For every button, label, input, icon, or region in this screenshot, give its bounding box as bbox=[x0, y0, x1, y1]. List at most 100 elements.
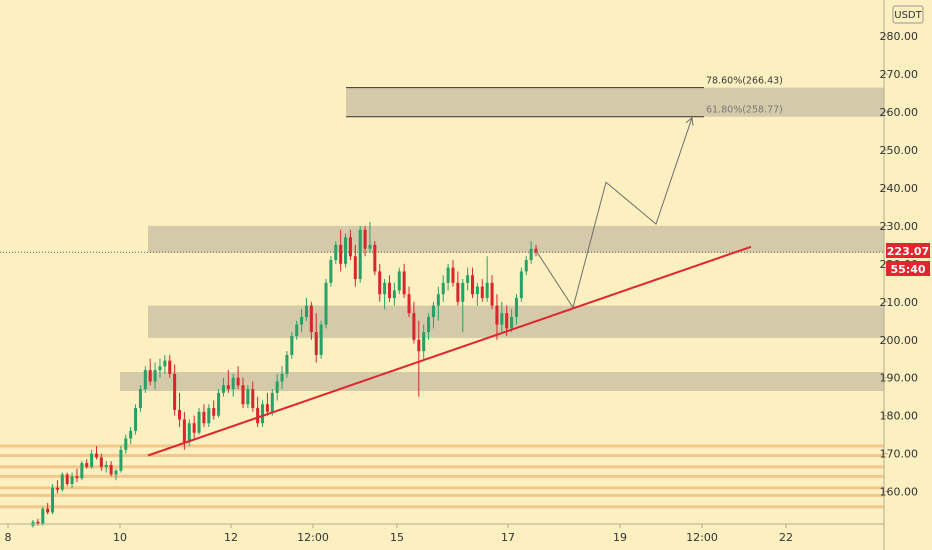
candle-46 bbox=[256, 396, 260, 428]
candle-22 bbox=[138, 385, 142, 412]
candle-52 bbox=[285, 351, 289, 378]
candle-20 bbox=[129, 427, 133, 445]
candle-54 bbox=[295, 320, 299, 340]
countdown-label: 55:40 bbox=[890, 263, 925, 276]
candle-62 bbox=[334, 241, 338, 264]
candle-11 bbox=[85, 459, 89, 469]
candle-2 bbox=[41, 506, 45, 526]
candle-25 bbox=[153, 362, 157, 390]
candle-19 bbox=[124, 434, 128, 454]
candle-27 bbox=[163, 354, 167, 374]
candle-18 bbox=[119, 446, 123, 473]
candle-100 bbox=[519, 267, 523, 302]
support-lines bbox=[0, 444, 884, 509]
candle-94 bbox=[490, 275, 494, 310]
candle-80 bbox=[422, 324, 426, 359]
candle-37 bbox=[212, 400, 216, 420]
candle-12 bbox=[90, 449, 94, 469]
x-tick-5: 17 bbox=[501, 531, 515, 544]
zone-3 bbox=[346, 87, 884, 117]
candle-93 bbox=[485, 256, 489, 302]
candle-82 bbox=[431, 301, 435, 329]
candle-74 bbox=[392, 282, 396, 306]
candle-66 bbox=[353, 244, 357, 287]
y-tick-8: 240.00 bbox=[880, 182, 919, 195]
candle-69 bbox=[368, 222, 372, 253]
candle-90 bbox=[471, 267, 475, 299]
candle-47 bbox=[261, 400, 265, 428]
candle-85 bbox=[446, 263, 450, 291]
candle-28 bbox=[168, 354, 172, 378]
candle-9 bbox=[75, 468, 79, 483]
last-price-label: 223.07 bbox=[887, 245, 929, 258]
candle-79 bbox=[417, 320, 421, 397]
candle-86 bbox=[451, 260, 455, 287]
candle-6 bbox=[60, 472, 64, 492]
candle-72 bbox=[383, 279, 387, 310]
fib-levels[interactable]: 78.60%(266.43) 61.80%(258.77) bbox=[346, 76, 783, 126]
candle-21 bbox=[134, 404, 138, 435]
candle-83 bbox=[436, 286, 440, 321]
fib-label-0: 78.60%(266.43) bbox=[706, 76, 783, 87]
candle-29 bbox=[173, 364, 177, 416]
candle-102 bbox=[529, 241, 533, 264]
y-tick-7: 230.00 bbox=[880, 220, 919, 233]
candle-23 bbox=[143, 366, 147, 393]
candle-14 bbox=[99, 453, 103, 471]
candle-55 bbox=[300, 309, 304, 333]
candle-13 bbox=[94, 446, 98, 460]
candle-60 bbox=[324, 279, 328, 329]
candle-1 bbox=[36, 518, 40, 526]
candle-58 bbox=[314, 313, 318, 363]
candle-63 bbox=[339, 229, 343, 272]
x-tick-1: 10 bbox=[113, 531, 127, 544]
candle-76 bbox=[402, 263, 406, 299]
candle-7 bbox=[65, 472, 69, 486]
candle-40 bbox=[226, 370, 230, 393]
candle-26 bbox=[158, 358, 162, 378]
y-tick-12: 280.00 bbox=[880, 30, 919, 43]
x-tick-7: 12:00 bbox=[686, 531, 718, 544]
zone-0 bbox=[120, 372, 884, 391]
candle-33 bbox=[192, 415, 196, 439]
candle-45 bbox=[251, 381, 255, 412]
x-tick-4: 15 bbox=[390, 531, 404, 544]
projection-arrowhead bbox=[685, 116, 694, 126]
candle-36 bbox=[207, 404, 211, 428]
candle-15 bbox=[104, 461, 108, 473]
candle-53 bbox=[290, 332, 294, 359]
candle-5 bbox=[55, 480, 59, 494]
candle-57 bbox=[309, 301, 313, 340]
y-tick-2: 180.00 bbox=[880, 410, 919, 423]
time-axis-ticks: 8 10 12 12:00 15 17 19 12:00 22 bbox=[5, 524, 793, 544]
y-tick-1: 170.00 bbox=[880, 448, 919, 461]
y-tick-11: 270.00 bbox=[880, 68, 919, 81]
y-tick-10: 260.00 bbox=[880, 106, 919, 119]
candle-39 bbox=[221, 377, 225, 397]
candle-51 bbox=[280, 366, 284, 390]
y-tick-3: 190.00 bbox=[880, 372, 919, 385]
countdown-badge bbox=[886, 261, 930, 276]
x-tick-3: 12:00 bbox=[297, 531, 329, 544]
currency-box[interactable] bbox=[892, 5, 924, 24]
candle-81 bbox=[427, 313, 431, 340]
candle-61 bbox=[329, 256, 333, 287]
candles bbox=[31, 222, 538, 528]
candle-30 bbox=[177, 392, 182, 428]
candle-49 bbox=[270, 389, 274, 416]
x-tick-8: 22 bbox=[779, 531, 793, 544]
y-tick-4: 200.00 bbox=[880, 334, 919, 347]
candle-35 bbox=[202, 404, 206, 428]
candle-50 bbox=[275, 373, 279, 401]
candle-17 bbox=[114, 468, 118, 481]
candle-43 bbox=[241, 377, 245, 409]
candle-95 bbox=[495, 294, 499, 340]
trendline[interactable] bbox=[147, 245, 752, 457]
candle-42 bbox=[236, 366, 240, 390]
candle-64 bbox=[344, 233, 348, 268]
candle-101 bbox=[524, 256, 528, 276]
projection-path[interactable] bbox=[535, 117, 693, 309]
candle-41 bbox=[231, 373, 235, 397]
candle-56 bbox=[304, 298, 308, 321]
